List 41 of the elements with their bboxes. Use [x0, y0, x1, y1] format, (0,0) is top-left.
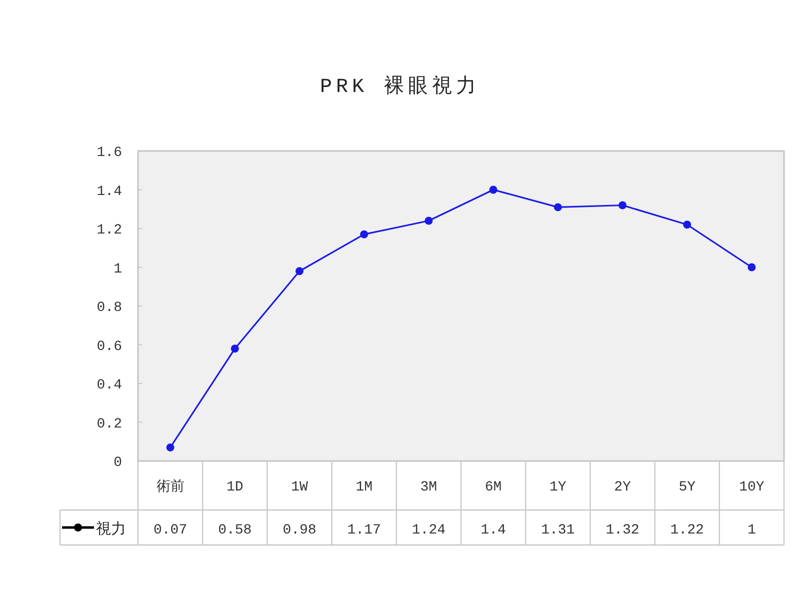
data-label: 1: [747, 522, 756, 538]
y-tick-label: 0.4: [96, 378, 122, 394]
x-tick-label: 6M: [484, 480, 502, 496]
point: [424, 216, 433, 225]
x-tick-label: 10Y: [739, 480, 765, 496]
y-tick-label: 0.6: [96, 338, 122, 355]
x-tick-label: 3M: [420, 480, 438, 496]
x-tick-label: 1W: [291, 480, 308, 496]
y-tick-label: 1: [114, 261, 122, 278]
x-tick-label: 1Y: [549, 480, 567, 496]
x-tick-label: 5Y: [678, 480, 696, 496]
point: [683, 220, 692, 229]
point: [166, 443, 174, 452]
data-label: 0.98: [282, 522, 316, 538]
y-tick-label: 0.8: [96, 300, 122, 316]
point: [748, 263, 756, 272]
x-tick-label: 1D: [226, 480, 244, 496]
y-tick-label: 1.4: [96, 184, 122, 200]
point: [230, 344, 239, 353]
data-label: 1.22: [670, 522, 704, 538]
data-label: 1.4: [480, 522, 506, 538]
data-label: 0.07: [153, 522, 188, 538]
data-label: 1.17: [347, 522, 381, 538]
x-tick-label: 2Y: [614, 480, 632, 496]
legend-label: 視力: [96, 522, 126, 538]
data-label: 1.24: [412, 522, 446, 538]
data-label: 1.31: [541, 522, 575, 538]
data-label: 0.58: [218, 522, 252, 538]
chart-title: PRK 裸眼視力: [320, 75, 480, 99]
x-tick-label: 術前: [156, 478, 184, 496]
y-tick-label: 1.6: [96, 145, 122, 161]
y-tick-label: 0: [114, 455, 122, 471]
y-tick-label: 0.2: [96, 416, 122, 432]
point: [618, 201, 626, 210]
y-tick-label: 1.2: [96, 222, 122, 238]
point: [360, 230, 368, 238]
point: [489, 186, 498, 194]
x-tick-label: 1M: [356, 480, 373, 496]
point: [554, 203, 562, 212]
data-label: 1.32: [606, 522, 640, 538]
point: [296, 267, 304, 276]
